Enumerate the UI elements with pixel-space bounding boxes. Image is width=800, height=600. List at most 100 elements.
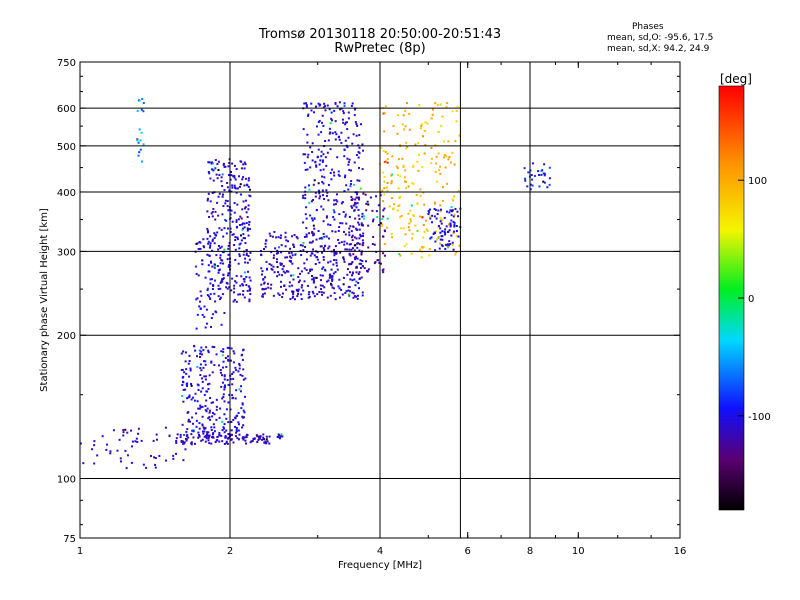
- scatter-point: [232, 300, 235, 303]
- scatter-point: [357, 272, 360, 275]
- scatter-point: [262, 436, 265, 439]
- scatter-point: [336, 156, 339, 159]
- scatter-point: [248, 188, 251, 191]
- scatter-point: [352, 183, 355, 186]
- scatter-point: [242, 290, 245, 293]
- scatter-point: [438, 247, 441, 250]
- scatter-point: [286, 270, 289, 273]
- scatter-point: [238, 362, 241, 365]
- scatter-point: [341, 118, 344, 121]
- scatter-point: [237, 293, 240, 296]
- scatter-point: [390, 174, 393, 177]
- scatter-point: [215, 398, 218, 401]
- scatter-point: [207, 264, 210, 267]
- scatter-point: [211, 401, 214, 404]
- scatter-point: [199, 300, 202, 303]
- scatter-point: [211, 433, 214, 436]
- scatter-point: [436, 213, 439, 216]
- scatter-point: [219, 256, 222, 259]
- scatter-point: [339, 251, 342, 254]
- scatter-point: [216, 201, 219, 204]
- scatter-point: [210, 442, 213, 445]
- scatter-point: [409, 209, 412, 212]
- scatter-point: [344, 248, 347, 251]
- scatter-point: [192, 430, 195, 433]
- scatter-point: [298, 279, 301, 282]
- scatter-point: [307, 114, 310, 117]
- scatter-point: [312, 198, 315, 201]
- scatter-point: [355, 154, 358, 157]
- scatter-point: [202, 426, 205, 429]
- scatter-point: [300, 253, 303, 256]
- scatter-point: [439, 231, 442, 234]
- scatter-point: [213, 430, 216, 433]
- scatter-point: [180, 394, 183, 397]
- scatter-point: [333, 252, 336, 255]
- scatter-point: [337, 173, 340, 176]
- scatter-point: [136, 109, 139, 112]
- scatter-point: [356, 246, 359, 249]
- scatter-point: [207, 431, 210, 434]
- scatter-point: [213, 346, 216, 349]
- scatter-point: [272, 265, 275, 268]
- scatter-point: [219, 254, 222, 257]
- scatter-point: [367, 203, 370, 206]
- scatter-point: [218, 416, 221, 419]
- scatter-point: [199, 374, 202, 377]
- scatter-point: [272, 256, 275, 259]
- scatter-point: [350, 248, 353, 251]
- scatter-point: [383, 254, 386, 257]
- scatter-point: [351, 102, 354, 105]
- scatter-point: [277, 292, 280, 295]
- scatter-point: [546, 186, 549, 189]
- scatter-point: [183, 433, 186, 436]
- scatter-point: [267, 286, 270, 289]
- scatter-point: [305, 102, 308, 105]
- scatter-point: [209, 200, 212, 203]
- scatter-point: [332, 203, 335, 206]
- scatter-point: [221, 280, 224, 283]
- scatter-point: [214, 263, 217, 266]
- scatter-point: [398, 253, 401, 256]
- scatter-point: [199, 352, 202, 355]
- scatter-point: [432, 232, 435, 235]
- scatter-point: [388, 205, 391, 208]
- scatter-point: [377, 259, 380, 262]
- scatter-point: [399, 216, 402, 219]
- scatter-point: [305, 104, 308, 107]
- scatter-point: [248, 221, 251, 224]
- scatter-point: [302, 241, 305, 244]
- scatter-point: [275, 258, 278, 261]
- scatter-point: [322, 159, 325, 162]
- scatter-point: [345, 290, 348, 293]
- scatter-point: [365, 202, 368, 205]
- scatter-point: [397, 158, 400, 161]
- scatter-point: [93, 440, 96, 443]
- scatter-point: [291, 296, 294, 299]
- scatter-point: [282, 270, 285, 273]
- scatter-point: [359, 267, 362, 270]
- scatter-point: [245, 199, 248, 202]
- scatter-point: [219, 296, 222, 299]
- scatter-point: [206, 289, 209, 292]
- scatter-point: [340, 241, 343, 244]
- scatter-point: [361, 244, 364, 247]
- scatter-point: [346, 273, 349, 276]
- scatter-point: [292, 295, 295, 298]
- scatter-point: [342, 211, 345, 214]
- scatter-point: [322, 256, 325, 259]
- scatter-point: [324, 105, 327, 108]
- scatter-point: [306, 156, 309, 159]
- scatter-point: [352, 133, 355, 136]
- scatter-point: [235, 300, 238, 303]
- scatter-point: [355, 227, 358, 230]
- scatter-point: [333, 211, 336, 214]
- scatter-point: [212, 432, 215, 435]
- scatter-point: [233, 164, 236, 167]
- scatter-point: [348, 231, 351, 234]
- scatter-point: [135, 437, 138, 440]
- scatter-point: [324, 156, 327, 159]
- scatter-point: [238, 364, 241, 367]
- scatter-point: [419, 127, 422, 130]
- scatter-point: [203, 305, 206, 308]
